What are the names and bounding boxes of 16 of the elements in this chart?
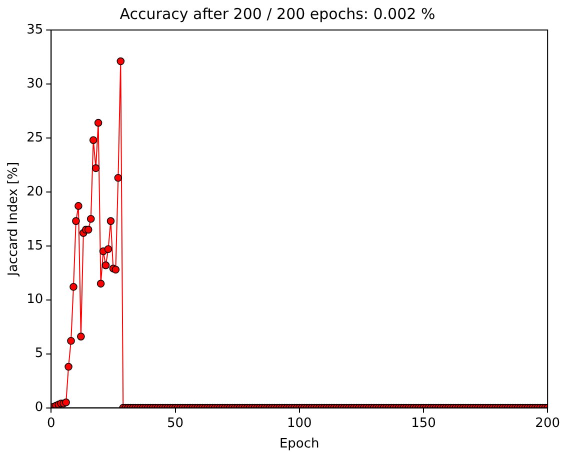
x-tick-label: 150 [411, 416, 436, 431]
chart-title: Accuracy after 200 / 200 epochs: 0.002 % [120, 4, 436, 23]
x-tick-label: 0 [47, 416, 56, 431]
x-tick-label: 50 [166, 416, 184, 431]
x-axis-title: Epoch [279, 436, 320, 452]
y-tick-label: 25 [26, 130, 44, 146]
y-tick-label: 5 [34, 346, 44, 362]
y-tick-label: 30 [26, 76, 44, 92]
y-tick-label: 0 [34, 400, 44, 416]
x-tick-label: 200 [535, 416, 560, 431]
y-axis-title: Jaccard Index [%] [6, 162, 22, 277]
y-tick-label: 35 [26, 22, 44, 38]
x-tick-label: 100 [286, 416, 312, 431]
y-tick-label: 20 [26, 184, 44, 200]
y-tick-label: 10 [26, 292, 44, 308]
y-tick-label: 15 [26, 238, 44, 254]
